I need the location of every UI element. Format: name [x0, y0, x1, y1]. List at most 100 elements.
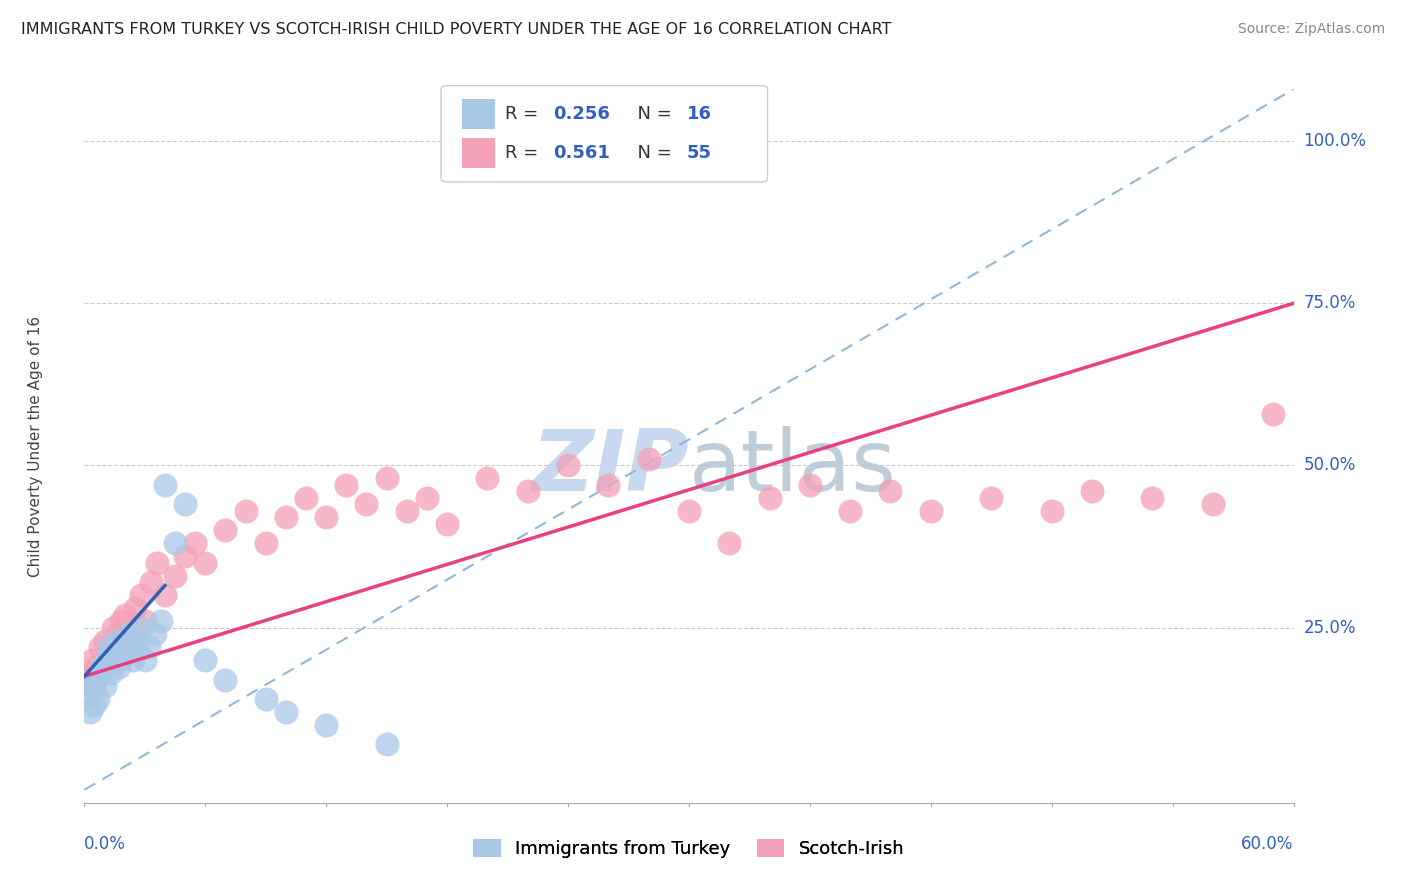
Point [557, 458, 579, 473]
Text: Source: ZipAtlas.com: Source: ZipAtlas.com [1237, 22, 1385, 37]
Point [79, 705, 101, 719]
Point [254, 536, 277, 550]
Text: IMMIGRANTS FROM TURKEY VS SCOTCH-IRISH CHILD POVERTY UNDER THE AGE OF 16 CORRELA: IMMIGRANTS FROM TURKEY VS SCOTCH-IRISH C… [21, 22, 891, 37]
Point [235, 504, 257, 518]
Point [718, 536, 741, 550]
Text: 0.256: 0.256 [554, 105, 610, 123]
Point [920, 504, 942, 518]
Point [129, 588, 152, 602]
Point [516, 484, 538, 499]
Text: 75.0%: 75.0% [1303, 294, 1355, 312]
Point [124, 633, 146, 648]
Point [436, 516, 458, 531]
Text: N =: N = [626, 105, 678, 123]
Point [111, 640, 134, 654]
Point [118, 627, 141, 641]
Point [134, 614, 156, 628]
Point [477, 471, 499, 485]
Point [89, 666, 111, 681]
Point [799, 478, 821, 492]
Text: R =: R = [505, 105, 544, 123]
Point [174, 497, 197, 511]
Text: 55: 55 [686, 145, 711, 162]
Point [165, 536, 187, 550]
Text: Child Poverty Under the Age of 16: Child Poverty Under the Age of 16 [28, 316, 44, 576]
Point [118, 633, 141, 648]
Point [107, 659, 129, 673]
Point [146, 556, 169, 570]
Point [91, 659, 114, 673]
Point [93, 633, 115, 648]
Point [86, 659, 108, 673]
Point [214, 524, 236, 538]
Point [165, 568, 187, 582]
Point [138, 640, 160, 654]
Point [124, 601, 146, 615]
Point [153, 478, 176, 492]
Point [1302, 368, 1324, 382]
Point [315, 718, 337, 732]
Text: N =: N = [626, 145, 678, 162]
Point [125, 640, 148, 654]
Point [143, 627, 166, 641]
Text: R =: R = [505, 145, 544, 162]
Text: 0.561: 0.561 [554, 145, 610, 162]
Point [174, 549, 197, 564]
Point [101, 621, 124, 635]
Point [395, 504, 418, 518]
Legend: Immigrants from Turkey, Scotch-Irish: Immigrants from Turkey, Scotch-Irish [467, 831, 911, 865]
Point [879, 484, 901, 499]
Point [194, 556, 217, 570]
Point [105, 633, 128, 648]
Point [134, 653, 156, 667]
Point [114, 607, 136, 622]
Point [295, 491, 318, 505]
Point [97, 647, 120, 661]
Point [1362, 134, 1385, 148]
FancyBboxPatch shape [461, 138, 495, 169]
Point [110, 614, 132, 628]
Point [254, 692, 277, 706]
Point [194, 653, 217, 667]
Point [184, 536, 207, 550]
Text: 50.0%: 50.0% [1303, 457, 1355, 475]
Text: 16: 16 [686, 105, 711, 123]
Point [77, 685, 100, 699]
Point [97, 640, 120, 654]
Point [104, 647, 127, 661]
Point [82, 653, 104, 667]
Point [110, 653, 132, 667]
Point [105, 627, 128, 641]
Point [77, 673, 100, 687]
Point [89, 640, 111, 654]
Point [274, 705, 297, 719]
Point [96, 653, 118, 667]
Point [637, 452, 659, 467]
Point [1081, 484, 1104, 499]
Point [93, 679, 115, 693]
Point [79, 666, 101, 681]
Point [129, 621, 152, 635]
Point [82, 679, 104, 693]
Point [1040, 504, 1063, 518]
Point [416, 491, 439, 505]
Text: 25.0%: 25.0% [1303, 619, 1357, 637]
Point [980, 491, 1002, 505]
Point [139, 575, 162, 590]
Point [153, 588, 176, 602]
Point [356, 497, 378, 511]
Text: 0.0%: 0.0% [84, 835, 127, 854]
Point [1263, 407, 1285, 421]
Point [87, 692, 110, 706]
Point [83, 679, 105, 693]
Point [315, 510, 337, 524]
Text: 60.0%: 60.0% [1241, 835, 1294, 854]
Point [375, 738, 398, 752]
Point [149, 614, 172, 628]
Text: atlas: atlas [689, 425, 897, 509]
Point [83, 698, 105, 713]
Point [678, 504, 700, 518]
Point [114, 647, 136, 661]
Point [375, 471, 398, 485]
FancyBboxPatch shape [461, 99, 495, 129]
